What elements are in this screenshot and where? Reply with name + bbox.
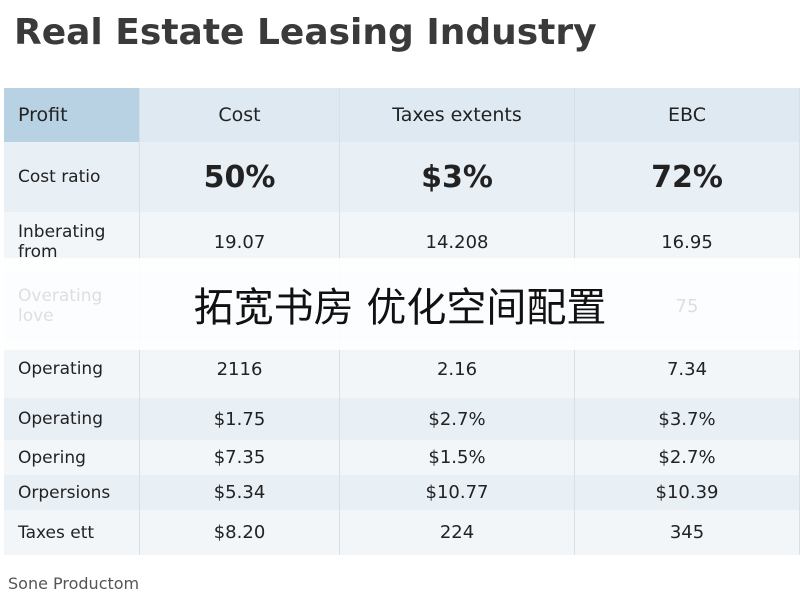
table-cell: $2.7%: [575, 440, 800, 475]
table-cell: $1.5%: [340, 440, 575, 475]
table-cell: 345: [575, 510, 800, 555]
title: Real Estate Leasing Industry: [14, 12, 597, 53]
table-cell: $2.7%: [340, 398, 575, 440]
table-cell: $3%: [340, 142, 575, 212]
table-cell: Taxes extents: [340, 88, 575, 142]
table-cell: $10.39: [575, 475, 800, 510]
table-cell: $7.35: [140, 440, 340, 475]
table-cell: $5.34: [140, 475, 340, 510]
table-cell: Taxes ett: [4, 510, 140, 555]
table-cell: Orpersions: [4, 475, 140, 510]
table-cell: Operating: [4, 398, 140, 440]
footer: Sone Productom: [8, 574, 140, 593]
table-cell: Cost: [140, 88, 340, 142]
table-cell: 224: [340, 510, 575, 555]
table-cell: 72%: [575, 142, 800, 212]
table-cell: Profit: [4, 88, 140, 142]
overlay-banner: 拓宽书房 优化空间配置: [0, 258, 800, 350]
table-cell: EBC: [575, 88, 800, 142]
table-cell: 50%: [140, 142, 340, 212]
table-cell: $8.20: [140, 510, 340, 555]
table-cell: Cost ratio: [4, 142, 140, 212]
table-cell: $10.77: [340, 475, 575, 510]
table-cell: $3.7%: [575, 398, 800, 440]
table-cell: Opering: [4, 440, 140, 475]
table-cell: $1.75: [140, 398, 340, 440]
